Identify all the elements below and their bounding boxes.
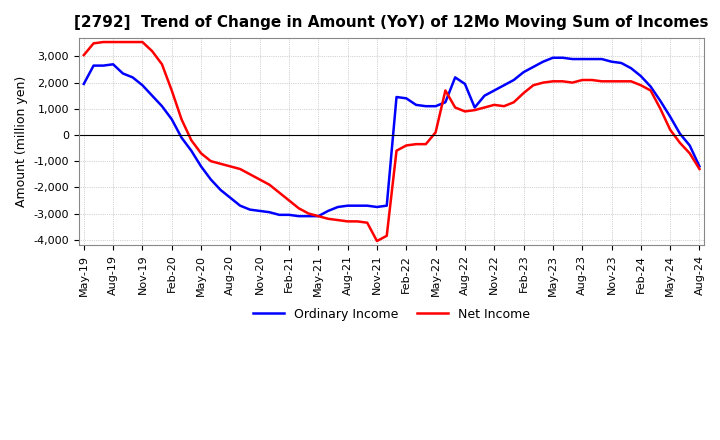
Legend: Ordinary Income, Net Income: Ordinary Income, Net Income	[248, 303, 536, 326]
Net Income	[695, 166, 703, 172]
Ordinary Income	[431, 103, 440, 109]
Net Income	[99, 40, 108, 45]
Ordinary Income	[549, 55, 557, 60]
Ordinary Income	[392, 95, 401, 100]
Net Income	[402, 143, 410, 148]
Line: Net Income: Net Income	[84, 42, 699, 241]
Net Income	[441, 88, 450, 93]
Ordinary Income	[343, 203, 352, 208]
Ordinary Income	[480, 93, 489, 99]
Ordinary Income	[79, 81, 88, 87]
Net Income	[373, 238, 382, 244]
Net Income	[500, 103, 508, 109]
Ordinary Income	[490, 88, 498, 93]
Ordinary Income	[294, 213, 303, 219]
Ordinary Income	[695, 164, 703, 169]
Net Income	[79, 52, 88, 58]
Net Income	[490, 102, 498, 107]
Title: [2792]  Trend of Change in Amount (YoY) of 12Mo Moving Sum of Incomes: [2792] Trend of Change in Amount (YoY) o…	[74, 15, 709, 30]
Net Income	[343, 219, 352, 224]
Net Income	[168, 88, 176, 93]
Ordinary Income	[158, 103, 166, 109]
Y-axis label: Amount (million yen): Amount (million yen)	[15, 76, 28, 207]
Line: Ordinary Income: Ordinary Income	[84, 58, 699, 216]
